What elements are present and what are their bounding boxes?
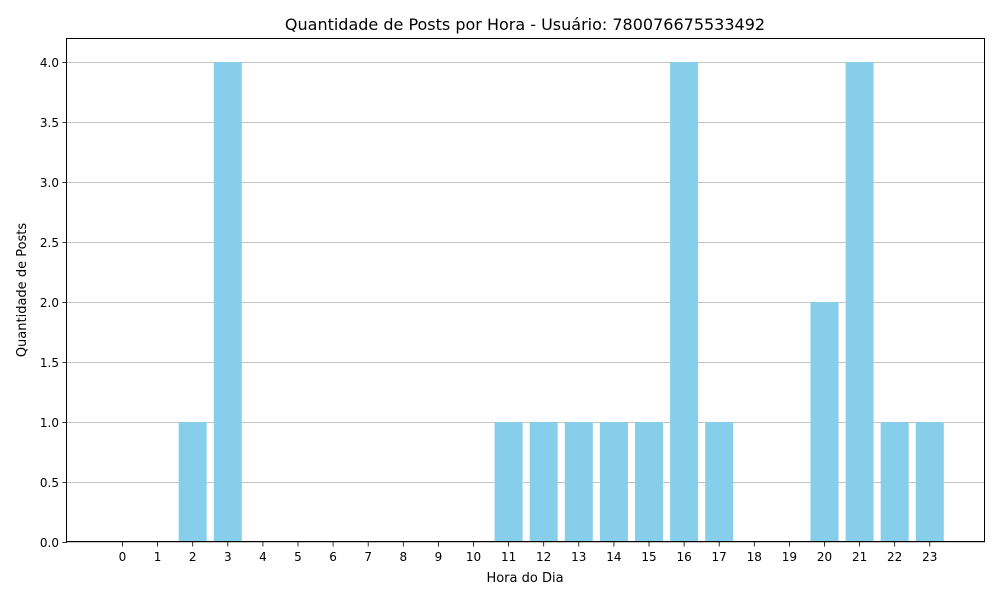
x-axis-label: Hora do Dia [486, 571, 563, 586]
bar-hour-3 [213, 62, 242, 542]
bar-hour-14 [599, 422, 628, 542]
x-tick-label: 14 [606, 550, 621, 564]
x-tick-label: 7 [364, 550, 372, 564]
x-tick-label: 1 [154, 550, 162, 564]
x-tick-label: 20 [817, 550, 832, 564]
x-tick-label: 12 [536, 550, 551, 564]
x-tick-label: 2 [189, 550, 197, 564]
x-tick-label: 17 [712, 550, 727, 564]
y-tick-label: 0.5 [40, 476, 59, 490]
x-axis-ticks: 0 1 2 3 4 5 6 7 8 9 10 11 12 13 14 15 16 17 18 19 20 21 22 23 [119, 542, 937, 564]
x-tick-label: 6 [329, 550, 337, 564]
bar-hour-15 [635, 422, 663, 542]
y-tick-label: 3.5 [40, 116, 59, 130]
x-tick-label: 9 [435, 550, 443, 564]
plot-frame [66, 38, 985, 542]
x-tick-label: 21 [852, 550, 867, 564]
y-axis-label: Quantidade de Posts [15, 223, 30, 358]
bar-hour-13 [564, 422, 593, 542]
x-tick-label: 11 [501, 550, 516, 564]
x-tick-label: 5 [294, 550, 302, 564]
bar-hour-17 [705, 422, 734, 542]
y-tick-label: 3.0 [40, 176, 59, 190]
x-tick-label: 19 [782, 550, 797, 564]
y-tick-label: 2.5 [40, 236, 59, 250]
x-tick-label: 22 [887, 550, 902, 564]
y-axis-ticks: 0.0 0.5 1.0 1.5 2.0 2.5 3.0 3.5 4.0 [40, 56, 67, 550]
bar-hour-23 [915, 422, 944, 542]
x-tick-label: 0 [119, 550, 127, 564]
bar-hour-20 [810, 302, 839, 542]
y-tick-label: 0.0 [40, 536, 59, 550]
x-tick-label: 4 [259, 550, 267, 564]
chart-title: Quantidade de Posts por Hora - Usuário: … [285, 15, 765, 34]
bar-hour-16 [670, 62, 699, 542]
x-tick-label: 18 [747, 550, 762, 564]
bars [178, 62, 944, 542]
y-tick-label: 2.0 [40, 296, 59, 310]
x-tick-label: 3 [224, 550, 232, 564]
bar-hour-21 [845, 62, 874, 542]
x-tick-label: 10 [466, 550, 481, 564]
x-tick-label: 16 [676, 550, 691, 564]
x-tick-label: 8 [399, 550, 407, 564]
y-tick-label: 1.0 [40, 416, 59, 430]
x-tick-label: 15 [641, 550, 656, 564]
bar-hour-12 [529, 422, 558, 542]
y-tick-label: 4.0 [40, 56, 59, 70]
x-tick-label: 13 [571, 550, 586, 564]
y-tick-label: 1.5 [40, 356, 59, 370]
bar-hour-11 [494, 422, 523, 542]
bar-hour-2 [178, 422, 207, 542]
x-tick-label: 23 [922, 550, 937, 564]
bar-hour-22 [880, 422, 909, 542]
